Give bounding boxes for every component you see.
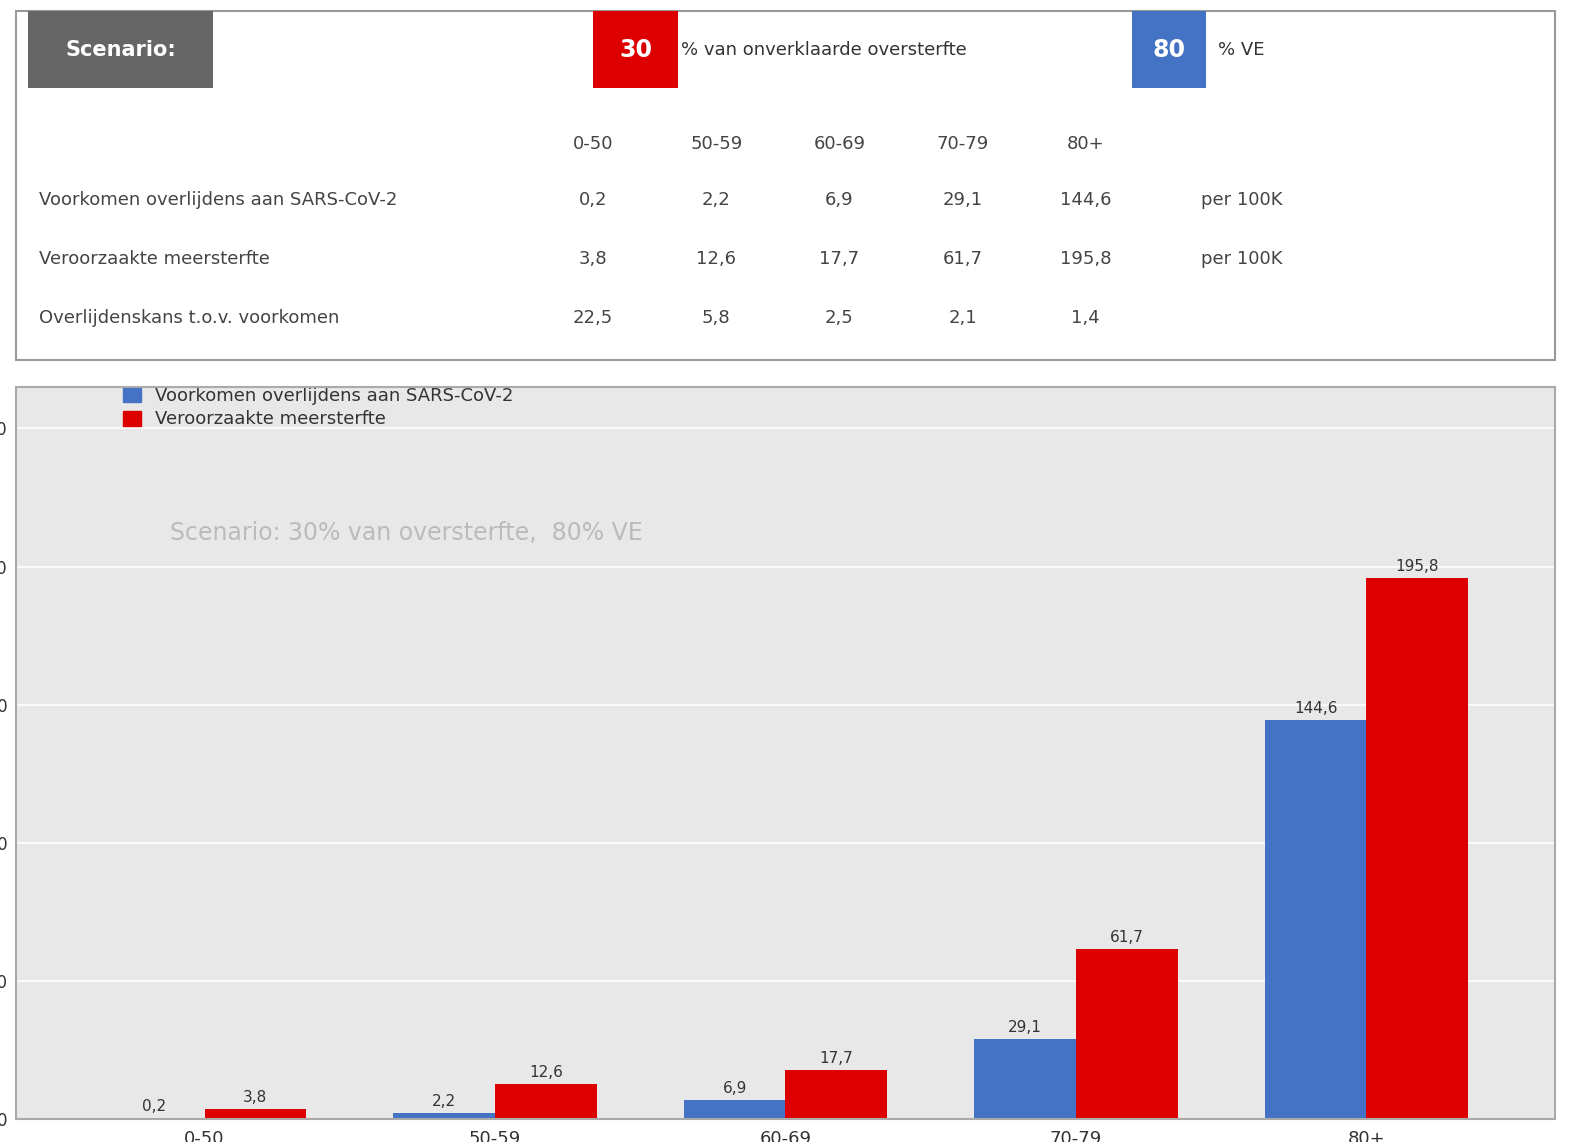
Text: 144,6: 144,6 [1295, 700, 1337, 716]
Bar [393, 1113, 495, 1119]
Text: 70-79: 70-79 [936, 135, 988, 153]
Text: 195,8: 195,8 [1395, 560, 1439, 574]
Bar [204, 1109, 306, 1119]
Text: 2,5: 2,5 [825, 309, 853, 328]
Text: 0-50: 0-50 [573, 135, 613, 153]
Text: 0,2: 0,2 [141, 1100, 167, 1115]
Bar [786, 1070, 888, 1119]
Bar [683, 1100, 786, 1119]
Text: 30: 30 [619, 38, 652, 62]
Text: 1,4: 1,4 [1071, 309, 1100, 328]
Text: 60-69: 60-69 [814, 135, 866, 153]
Text: 22,5: 22,5 [573, 309, 613, 328]
Bar [495, 1085, 597, 1119]
Text: 12,6: 12,6 [696, 250, 737, 268]
FancyBboxPatch shape [16, 11, 1555, 360]
Text: % VE: % VE [1218, 41, 1265, 58]
Text: 12,6: 12,6 [529, 1065, 562, 1080]
Bar [974, 1039, 1076, 1119]
Legend: Voorkomen overlijdens aan SARS-CoV-2, Veroorzaakte meersterfte: Voorkomen overlijdens aan SARS-CoV-2, Ve… [118, 381, 518, 434]
Text: 144,6: 144,6 [1060, 191, 1111, 209]
Text: 3,8: 3,8 [244, 1089, 267, 1104]
Bar [1265, 719, 1367, 1119]
Text: Overlijdenskans t.o.v. voorkomen: Overlijdenskans t.o.v. voorkomen [39, 309, 339, 328]
Text: 80: 80 [1153, 38, 1186, 62]
Text: Voorkomen overlijdens aan SARS-CoV-2: Voorkomen overlijdens aan SARS-CoV-2 [39, 191, 397, 209]
Text: 195,8: 195,8 [1060, 250, 1111, 268]
FancyBboxPatch shape [1131, 11, 1207, 88]
Text: 61,7: 61,7 [1109, 930, 1144, 944]
Text: 2,2: 2,2 [432, 1094, 456, 1109]
Text: 29,1: 29,1 [1009, 1020, 1042, 1035]
Text: 80+: 80+ [1067, 135, 1104, 153]
Text: 17,7: 17,7 [820, 250, 859, 268]
Text: 0,2: 0,2 [578, 191, 608, 209]
Text: 61,7: 61,7 [943, 250, 982, 268]
Text: 6,9: 6,9 [723, 1081, 746, 1096]
Bar [1367, 578, 1469, 1119]
FancyBboxPatch shape [594, 11, 677, 88]
Text: 2,2: 2,2 [702, 191, 731, 209]
Text: 2,1: 2,1 [949, 309, 977, 328]
Text: 17,7: 17,7 [820, 1051, 853, 1067]
Text: Scenario:: Scenario: [64, 40, 176, 59]
FancyBboxPatch shape [28, 11, 212, 88]
Text: per 100K: per 100K [1202, 191, 1282, 209]
Text: 50-59: 50-59 [690, 135, 743, 153]
Text: per 100K: per 100K [1202, 250, 1282, 268]
Text: 5,8: 5,8 [702, 309, 731, 328]
Text: 6,9: 6,9 [825, 191, 853, 209]
Text: Veroorzaakte meersterfte: Veroorzaakte meersterfte [39, 250, 270, 268]
Bar [1076, 949, 1178, 1119]
Text: % van onverklaarde oversterfte: % van onverklaarde oversterfte [680, 41, 966, 58]
Text: 29,1: 29,1 [943, 191, 982, 209]
Text: 3,8: 3,8 [578, 250, 608, 268]
Text: Scenario: 30% van oversterfte,  80% VE: Scenario: 30% van oversterfte, 80% VE [170, 522, 643, 546]
